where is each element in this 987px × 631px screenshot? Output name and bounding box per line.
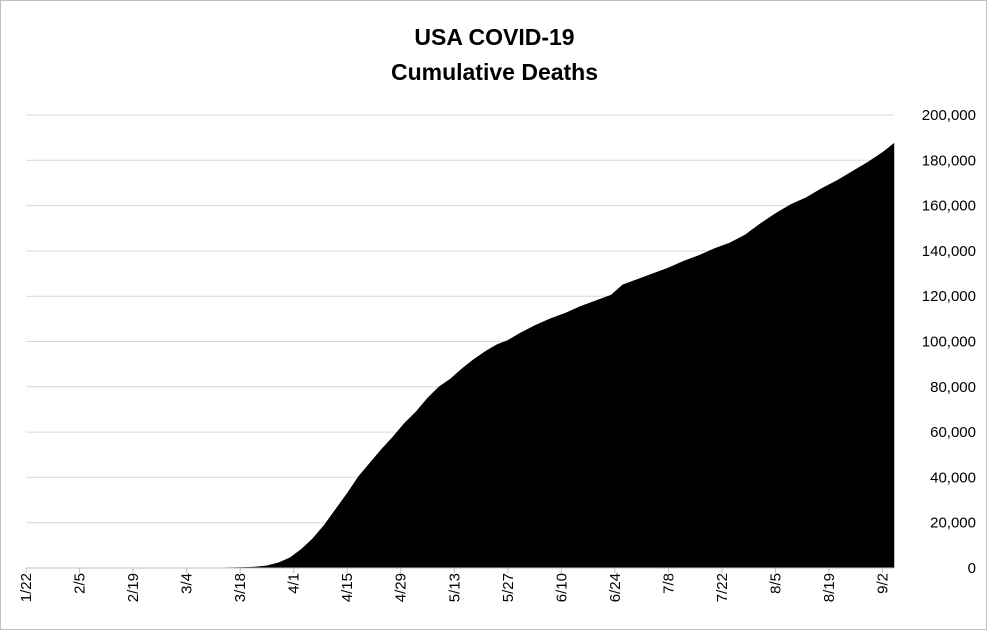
x-tick-label: 6/24: [607, 573, 624, 602]
area-series: [26, 142, 895, 569]
y-tick-label: 20,000: [930, 515, 976, 532]
x-tick-label: 4/29: [393, 573, 410, 602]
x-tick-label: 4/1: [286, 573, 303, 594]
x-tick-label: 8/19: [821, 573, 838, 602]
y-tick-label: 0: [968, 560, 976, 577]
chart-title-line-1: USA COVID-19: [414, 24, 575, 50]
x-tick-label: 6/10: [553, 573, 570, 602]
y-tick-labels: 0 20,000 40,000 60,000 80,000 100,000 120,000 1…: [922, 107, 976, 577]
y-tick-label: 200,000: [922, 107, 976, 124]
chart-title-line-2: Cumulative Deaths: [390, 59, 599, 85]
y-tick-label: 100,000: [922, 334, 976, 351]
y-tick-label: 40,000: [930, 469, 976, 486]
x-tick-label: 2/19: [125, 573, 142, 602]
x-tick-label: 7/8: [660, 573, 677, 594]
x-tick-label: 5/27: [500, 573, 517, 602]
y-tick-label: 60,000: [930, 424, 976, 441]
x-tick-label: 3/4: [179, 573, 196, 594]
x-tick-label: 2/5: [72, 573, 89, 594]
y-tick-label: 140,000: [922, 243, 976, 260]
x-tick-label: 5/13: [446, 573, 463, 602]
x-tick-label: 7/22: [714, 573, 731, 602]
x-tick-label: 3/18: [232, 573, 249, 602]
axes: [25, 567, 894, 573]
y-tick-label: 180,000: [922, 152, 976, 169]
y-tick-label: 120,000: [922, 288, 976, 305]
x-tick-label: 4/15: [339, 573, 356, 602]
x-tick-label: 8/5: [767, 573, 784, 594]
x-tick-label: 1/22: [18, 573, 35, 602]
cumulative-deaths-area: [26, 142, 895, 569]
y-tick-label: 80,000: [930, 379, 976, 396]
x-tick-label: 9/2: [875, 573, 892, 594]
y-tick-label: 160,000: [922, 198, 976, 215]
x-tick-labels: 1/22 2/5 2/19 3/4 3/18 4/1 4/15 4/29 5/13 5/27 6/1…: [18, 573, 892, 602]
